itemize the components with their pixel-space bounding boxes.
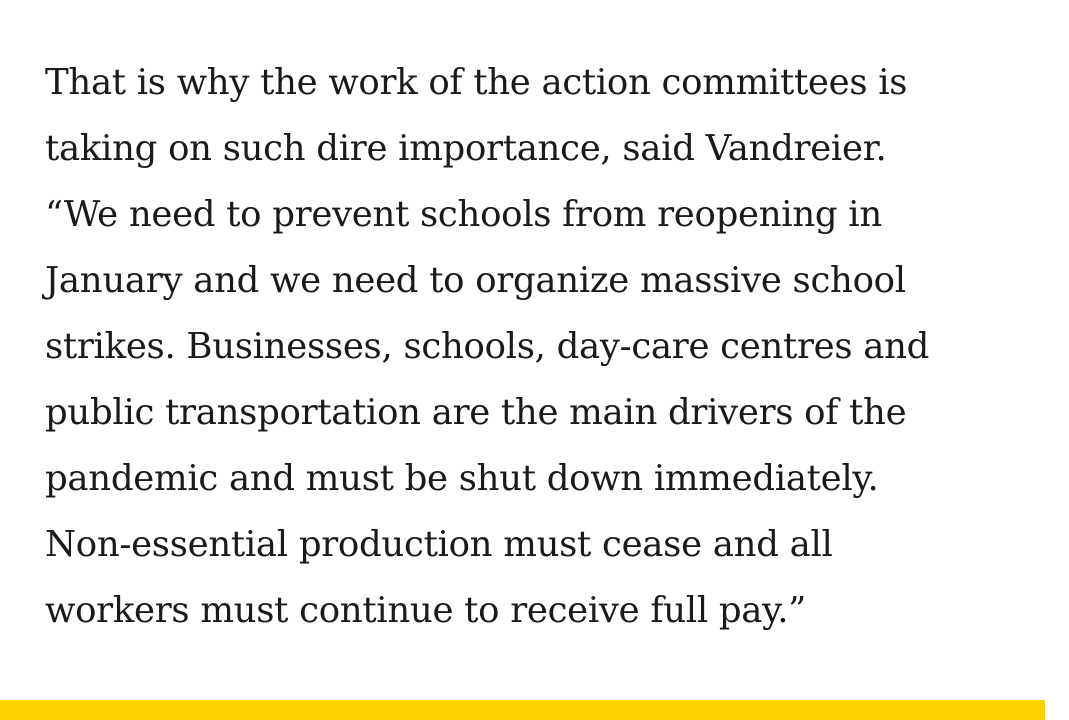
paragraph-line: That is why the work of the action commi… bbox=[45, 62, 908, 103]
paragraph-line: public transportation are the main drive… bbox=[45, 392, 907, 433]
yellow-accent-bar bbox=[0, 700, 1045, 720]
paragraph-line: pandemic and must be shut down immediate… bbox=[45, 458, 879, 499]
paragraph-line: workers must continue to receive full pa… bbox=[45, 590, 807, 631]
paragraph-line: taking on such dire importance, said Van… bbox=[45, 128, 887, 169]
article-paragraph: That is why the work of the action commi… bbox=[45, 50, 1045, 644]
paragraph-line: strikes. Businesses, schools, day-care c… bbox=[45, 326, 930, 367]
paragraph-line: “We need to prevent schools from reopeni… bbox=[45, 194, 882, 235]
paragraph-line: January and we need to organize massive … bbox=[45, 260, 906, 301]
paragraph-line: Non-essential production must cease and … bbox=[45, 524, 833, 565]
